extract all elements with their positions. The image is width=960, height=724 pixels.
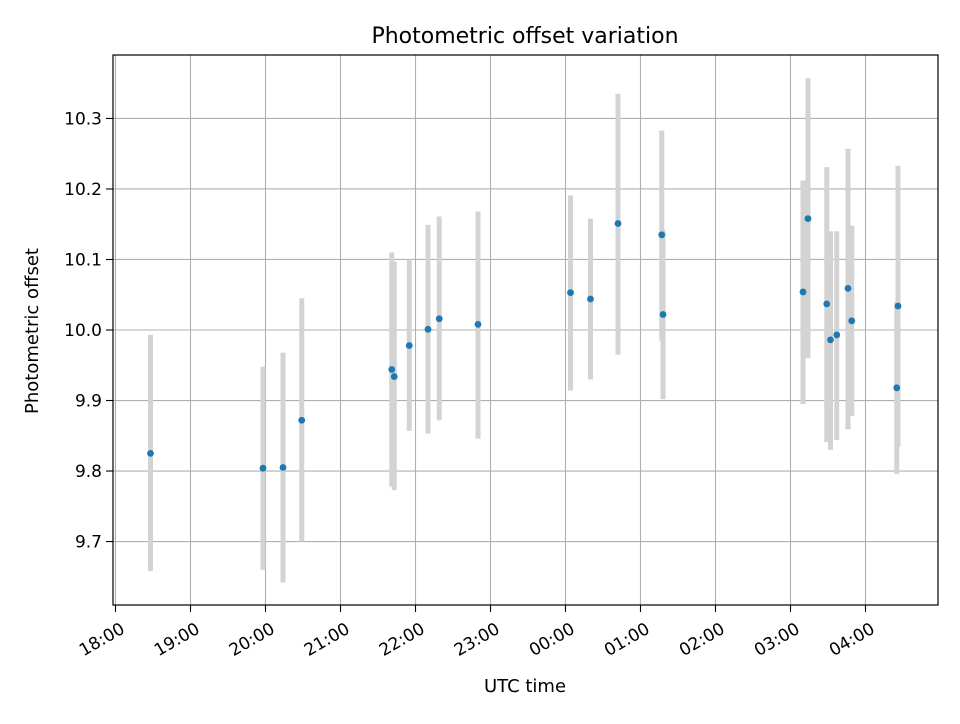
data-point-18 [827,336,834,344]
data-point-22 [893,384,901,392]
data-point-12 [614,220,622,227]
data-point-23 [894,302,902,310]
y-tick-label: 9.9 [75,392,102,412]
y-tick-label: 10.0 [64,321,102,341]
data-point-4 [388,366,396,373]
y-tick-label: 10.3 [64,109,102,129]
chart-title: Photometric offset variation [371,24,678,49]
data-point-14 [659,311,667,318]
data-point-8 [435,315,443,323]
x-axis-label: UTC time [484,676,566,697]
data-point-5 [390,373,398,380]
data-point-15 [799,288,807,296]
y-axis-ticks: 9.7 9.8 9.9 10.0 10.1 10.2 10.3 [64,109,113,553]
data-point-13 [658,231,666,239]
data-point-0 [147,449,154,457]
data-point-2 [279,464,287,471]
data-point-17 [823,300,831,308]
data-point-3 [298,416,306,424]
data-point-10 [567,289,574,297]
y-tick-label: 10.1 [64,250,102,270]
data-point-20 [844,284,852,292]
data-point-16 [804,215,812,222]
y-axis-label: Photometric offset [22,248,43,414]
data-point-1 [259,464,267,472]
data-point-9 [474,320,482,328]
y-tick-label: 9.8 [75,462,102,482]
y-tick-label: 9.7 [75,533,102,553]
data-point-21 [848,317,856,325]
data-point-11 [587,295,594,303]
data-point-7 [424,325,432,333]
data-point-6 [405,342,413,349]
data-point-19 [833,331,841,339]
data-points [147,215,902,472]
y-tick-label: 10.2 [64,180,102,200]
grid [113,55,938,605]
